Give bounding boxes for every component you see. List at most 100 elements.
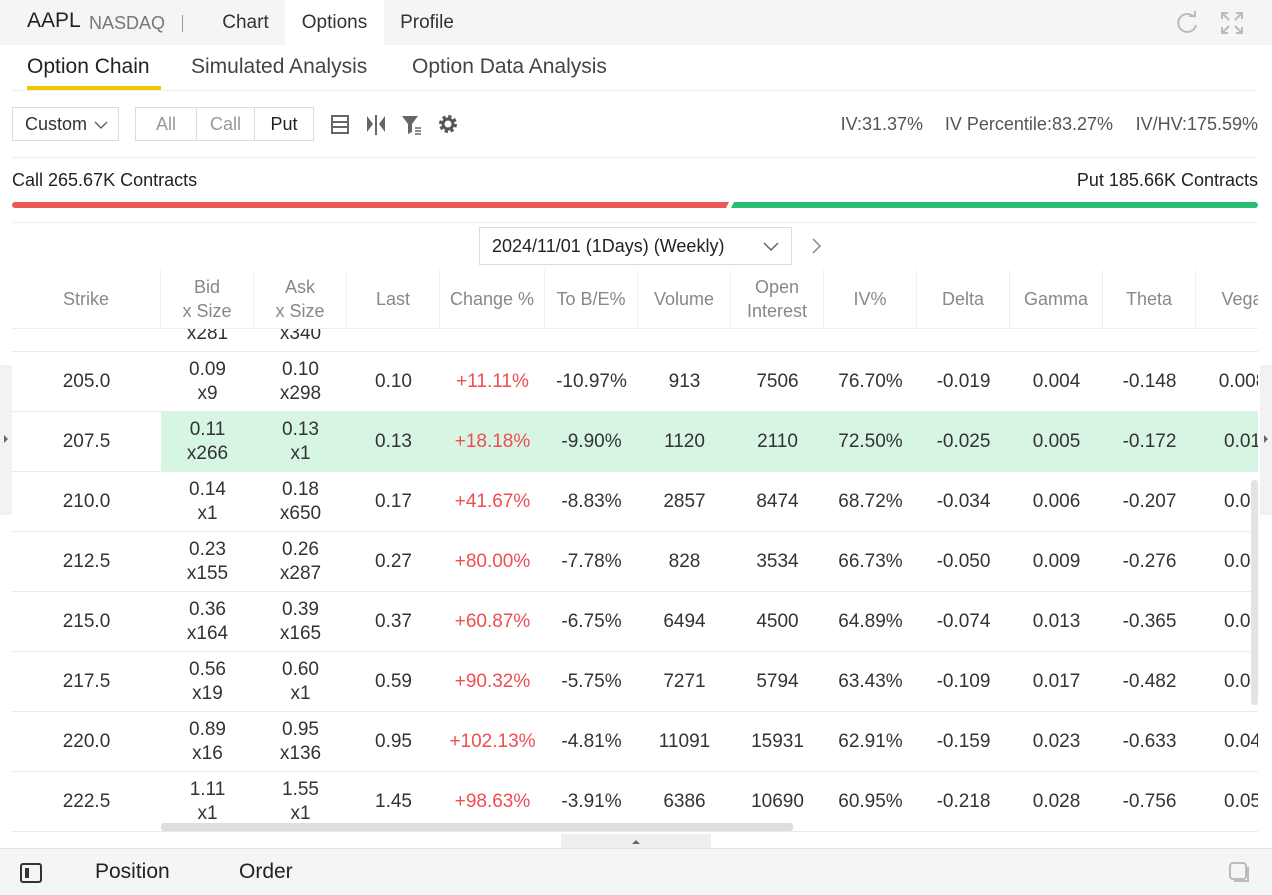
window-icon[interactable]: [1228, 861, 1252, 883]
table-row[interactable]: 215.0 0.36 x164 0.39 x165 0.37 +60.87% -6.75% 64…: [12, 592, 1258, 652]
table-row[interactable]: 212.5 0.23 x155 0.26 x287 0.27 +80.00% -7.78% 82…: [12, 532, 1258, 592]
ask: 0.10: [282, 358, 319, 380]
table-row[interactable]: 205.0 0.09 x9 0.10 x298 0.10 +11.11% -10.97% 913…: [12, 352, 1258, 412]
subtab[interactable]: Option Data Analysis: [412, 55, 607, 78]
separator: [182, 15, 183, 32]
volume: 828: [668, 550, 701, 572]
table-cell: 0.005: [1010, 412, 1103, 471]
column-header: Ask x Size: [254, 270, 347, 328]
bid-size: x1: [197, 802, 218, 824]
column-header: Delta: [917, 270, 1010, 328]
open-interest: 15931: [751, 730, 804, 752]
chevron: [763, 242, 779, 251]
filter-button[interactable]: Call: [196, 107, 255, 141]
table-cell: 0.17: [347, 472, 440, 531]
exchange: NASDAQ: [89, 13, 166, 33]
table-cell: 0.05: [1196, 772, 1258, 831]
last: 0.95: [375, 730, 412, 752]
table-cell: 0.26 x287: [254, 532, 347, 591]
delta: -0.019: [936, 370, 991, 392]
column-header-line: Theta: [1125, 289, 1173, 309]
table-row[interactable]: 220.0 0.89 x16 0.95 x136 0.95 +102.13% -4.81% 11…: [12, 712, 1258, 772]
strike: 207.5: [62, 430, 111, 452]
table-cell: -0.109: [917, 652, 1010, 711]
vega: 0.008: [1218, 370, 1258, 392]
compare-icon[interactable]: [367, 115, 385, 135]
gamma: 0.004: [1032, 370, 1081, 392]
filter-button[interactable]: All: [135, 107, 197, 141]
bottom-tab[interactable]: Position: [95, 860, 170, 883]
table-cell: 1.55 x1: [254, 772, 347, 831]
column-header: Change %: [440, 270, 545, 328]
table-cell: 217.5: [12, 652, 161, 711]
vega: 0.05: [1224, 790, 1258, 812]
theta: -0.633: [1122, 730, 1177, 752]
table-cell: +80.00%: [440, 532, 545, 591]
tab[interactable]: Chart: [222, 12, 269, 33]
change: +60.87%: [454, 610, 531, 632]
ask: 0.13: [282, 418, 319, 440]
table-cell: -0.034: [917, 472, 1010, 531]
table-cell: 205.0: [12, 352, 161, 411]
iv-stat: IV:31.37%: [840, 114, 923, 134]
panel-icon[interactable]: [20, 863, 42, 883]
table-cell: 8474: [731, 472, 824, 531]
column-header-line: Strike: [62, 289, 109, 309]
theta: -0.756: [1122, 790, 1177, 812]
subtab[interactable]: Simulated Analysis: [191, 55, 368, 78]
expand-handle[interactable]: [561, 834, 711, 848]
volume: 6386: [663, 790, 706, 812]
option-table: x281 x340 205.0 0.09 x9 0.10 x298 0.10 +11.11% -1…: [12, 270, 1258, 832]
fullscreen-icon[interactable]: [1219, 10, 1245, 36]
table-cell: +98.63%: [440, 772, 545, 831]
column-header: Open Interest: [731, 270, 824, 328]
v-scrollbar[interactable]: [1251, 480, 1258, 705]
table-cell: 0.11 x266: [161, 412, 254, 471]
bottom-tab[interactable]: Order: [239, 860, 293, 883]
table-cell: 0.013: [1010, 592, 1103, 651]
open-interest: 4500: [756, 610, 799, 632]
table-row[interactable]: 207.5 0.11 x266 0.13 x1 0.13 +18.18% -9.90% 1120…: [12, 412, 1258, 472]
list-icon[interactable]: [331, 115, 349, 134]
table-cell: -0.207: [1103, 472, 1196, 531]
right-collapse[interactable]: [1260, 365, 1272, 515]
bottom-bar: Position Order: [0, 848, 1272, 895]
ask-size: x1: [290, 442, 311, 464]
table-cell: +90.32%: [440, 652, 545, 711]
iv: 66.73%: [838, 550, 903, 572]
tab-active[interactable]: Options: [285, 0, 384, 45]
delta: -0.074: [936, 610, 991, 632]
table-row[interactable]: 217.5 0.56 x19 0.60 x1 0.59 +90.32% -5.75% 7271 5…: [12, 652, 1258, 712]
filter-icon[interactable]: [402, 116, 421, 135]
bid: 0.36: [189, 598, 226, 620]
table-cell: 0.03: [1196, 652, 1258, 711]
table-row[interactable]: 210.0 0.14 x1 0.18 x650 0.17 +41.67% -8.83% 2857…: [12, 472, 1258, 532]
tab[interactable]: Profile: [400, 12, 454, 33]
filter-button-active[interactable]: Put: [254, 107, 314, 141]
delta: -0.050: [936, 550, 991, 572]
bid-size: x266: [186, 442, 229, 464]
to-be: -8.83%: [561, 490, 622, 512]
table-cell: -0.633: [1103, 712, 1196, 771]
table-cell: 0.89 x16: [161, 712, 254, 771]
subtab-active[interactable]: Option Chain: [27, 55, 150, 78]
arrow: [1264, 435, 1268, 443]
strike: 212.5: [62, 550, 111, 572]
type-select[interactable]: Custom: [12, 107, 119, 141]
table-row[interactable]: 222.5 1.11 x1 1.55 x1 1.45 +98.63% -3.91% 6386 10…: [12, 772, 1258, 832]
theta: -0.482: [1122, 670, 1177, 692]
table-cell: -6.75%: [545, 592, 638, 651]
table-cell: +41.67%: [440, 472, 545, 531]
next-expiry[interactable]: [810, 237, 824, 255]
table-cell: 0.13: [347, 412, 440, 471]
strike: 210.0: [62, 490, 111, 512]
left-collapse[interactable]: [0, 365, 12, 515]
settings-icon[interactable]: [439, 115, 457, 133]
refresh-icon[interactable]: [1174, 10, 1200, 36]
table-cell: -0.050: [917, 532, 1010, 591]
volume: 2857: [663, 490, 706, 512]
expiry-select[interactable]: 2024/11/01 (1Days) (Weekly): [479, 227, 792, 265]
last: 0.37: [375, 610, 412, 632]
table-cell: 0.04: [1196, 712, 1258, 771]
h-scrollbar[interactable]: [161, 823, 793, 831]
